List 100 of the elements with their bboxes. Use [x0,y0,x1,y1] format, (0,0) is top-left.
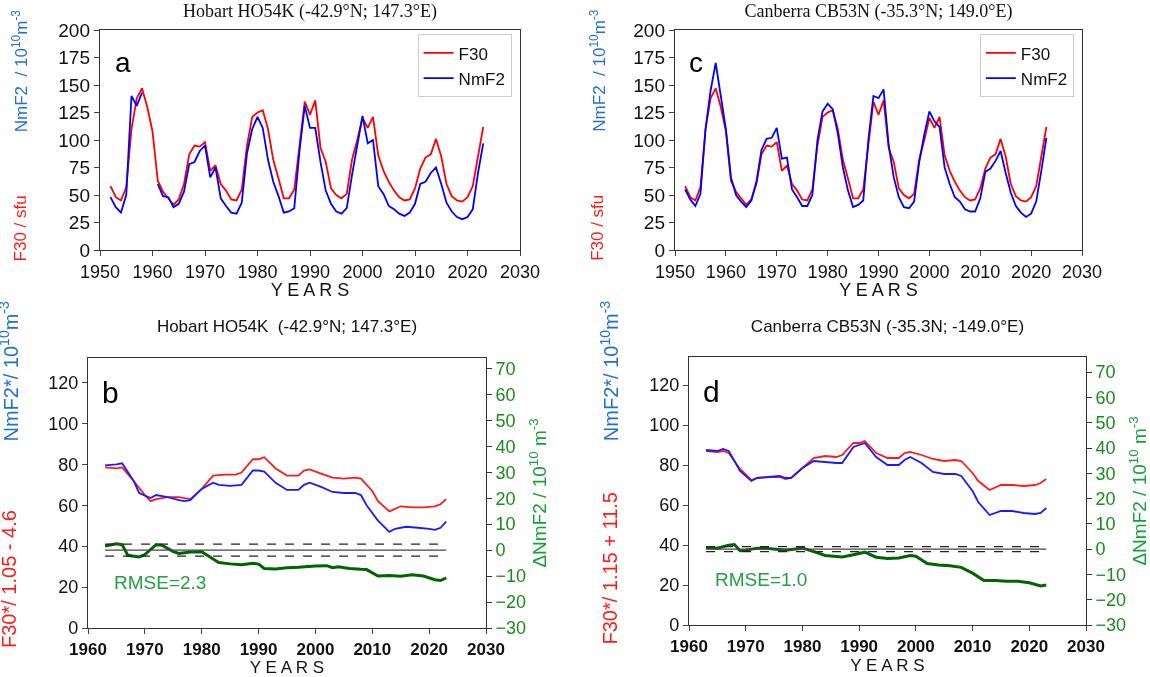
x-tick-label: 2030 [1067,636,1105,656]
x-axis-title: Y E A R S [850,655,925,675]
x-tick-label: 1970 [125,639,164,659]
annotation: RMSE=2.3 [114,572,207,593]
y-tick-label: 80 [659,455,680,476]
y2-tick-label: −20 [495,592,527,613]
y-tick-label: 125 [633,102,665,124]
x-tick-label: 1970 [756,261,797,282]
x-tick-label: 2000 [296,639,335,659]
y-tick-label: 75 [643,157,665,179]
y-tick-label: 150 [58,74,90,96]
x-tick-label: 1980 [783,636,822,656]
y2-tick-label: 0 [1095,539,1106,560]
y2-tick-label: 40 [495,436,516,457]
y-tick-label: 75 [68,157,90,179]
y2-tick-label: 10 [495,514,516,535]
y2-tick-label: −10 [1095,564,1127,585]
annotation: c [689,47,703,78]
x-tick-label: 1960 [705,261,746,282]
y-tick-label: 0 [79,239,90,261]
y-tick-label: 60 [58,495,79,516]
y2-tick-label: −30 [1095,615,1127,636]
annotation: d [703,375,720,408]
y-tick-label: 200 [633,19,665,41]
chart-title: Hobart HO54K (-42.9°N; 147.3°E) [183,0,437,22]
y2-tick-label: −20 [1095,590,1127,611]
y2-tick-label: 50 [1095,413,1116,434]
annotation: a [115,47,131,78]
x-tick-label: 2010 [960,261,1001,282]
y-tick-label: 0 [654,239,665,261]
chart-title: Canberra CB53N (-35.3N; -149.0°E) [750,316,1025,336]
x-tick-label: 2000 [342,261,383,282]
line-series [705,440,1048,491]
y2-tick-label: 0 [495,540,506,561]
line-series [705,442,1048,516]
y2-tick-label: 60 [495,384,516,405]
x-axis-title: Y E A R S [270,280,350,300]
x-tick-label: 2030 [1061,261,1103,282]
y2-tick-label: 10 [1095,514,1116,535]
x-tick-label: 1960 [132,261,173,282]
x-tick-label: 2030 [467,639,505,659]
y2-tick-label: 30 [1095,463,1116,484]
line-series [704,543,1048,588]
y-tick-label: 125 [58,102,90,124]
legend-label: NmF2 [458,69,505,89]
y2-tick-label: 40 [1095,438,1116,459]
text: F30 / sfu [11,195,30,262]
x-tick-label: 2020 [1010,636,1049,656]
y-tick-label: 40 [659,535,680,556]
y2-tick-label: 20 [1095,488,1116,509]
y2-tick-label: 50 [495,410,516,431]
x-tick-label: 2020 [1011,261,1052,282]
y-tick-label: 100 [633,129,665,151]
chart-title: Canberra CB53N (-35.3°N; 149.0°E) [744,0,1013,22]
x-tick-label: 2010 [953,636,992,656]
y-tick-label: 200 [58,19,90,41]
x-tick-label: 1980 [182,639,221,659]
y-tick-label: 175 [58,47,90,69]
x-tick-label: 1980 [807,261,848,282]
y-tick-label: 50 [643,184,665,206]
x-tick-label: 1970 [184,261,226,282]
y-tick-label: 120 [48,372,79,393]
x-tick-label: 1990 [239,639,278,659]
x-tick-label: 1990 [858,261,899,282]
y2-tick-label: 20 [495,488,516,509]
x-tick-label: 1970 [726,636,765,656]
y-tick-label: 20 [659,575,680,596]
y-tick-label: 80 [58,454,79,475]
y-tick-label: 0 [68,618,79,639]
legend-label: F30 [1020,44,1051,64]
x-tick-label: 1950 [79,261,121,282]
legend-label: F30 [458,44,488,64]
y-tick-label: 60 [659,495,680,516]
y-tick-label: 0 [669,615,680,636]
line-series [104,456,448,513]
x-tick-label: 2000 [896,636,935,656]
y2-tick-label: 70 [495,358,516,379]
x-tick-label: 1990 [840,636,879,656]
y2-tick-label: 30 [495,462,516,483]
line-series [104,462,448,533]
x-tick-label: 1990 [289,261,331,282]
y-tick-label: 120 [649,375,680,396]
x-tick-label: 1980 [237,261,278,282]
x-axis-title: Y E A R S [249,658,325,677]
chart-title: Hobart HO54K (-42.9°N; 147.3°E) [156,316,418,336]
y2-tick-label: 60 [1095,387,1116,408]
y2-tick-label: 70 [1095,362,1116,383]
y2-tick-label: −30 [495,618,527,639]
x-tick-label: 2010 [394,261,436,282]
x-tick-label: 2030 [499,261,541,282]
y-tick-label: 20 [58,577,79,598]
y-tick-label: 100 [649,415,680,436]
text: F30 / sfu [588,194,608,261]
x-axis-title: Y E A R S [839,280,918,300]
y-tick-label: 100 [58,129,90,151]
annotation: b [102,376,119,409]
y-tick-label: 50 [68,184,90,206]
y-tick-label: 25 [68,212,90,234]
y-tick-label: 150 [633,74,665,96]
x-tick-label: 2020 [447,261,488,282]
